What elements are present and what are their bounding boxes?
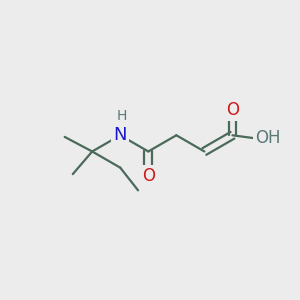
Text: H: H xyxy=(116,109,127,123)
Text: OH: OH xyxy=(255,129,280,147)
Text: O: O xyxy=(226,101,239,119)
Text: O: O xyxy=(142,167,155,185)
Text: N: N xyxy=(113,126,127,144)
